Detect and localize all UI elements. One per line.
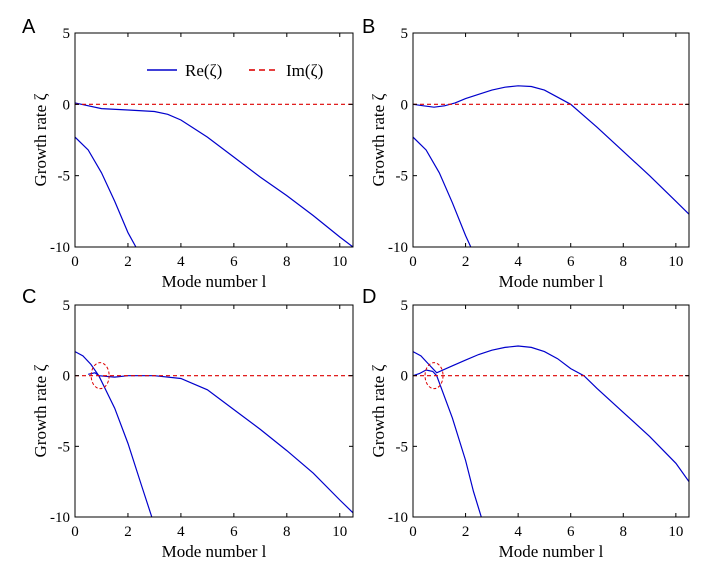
x-tick-label: 6 xyxy=(567,254,575,270)
x-tick-label: 10 xyxy=(668,524,683,540)
y-tick-label: 0 xyxy=(63,369,71,385)
y-tick-label: -10 xyxy=(50,510,70,526)
axes-frame xyxy=(74,32,354,248)
y-tick-label: -10 xyxy=(388,240,408,256)
y-tick-label: -5 xyxy=(58,169,71,185)
series-re-line xyxy=(413,85,689,215)
x-tick-label: 8 xyxy=(620,254,628,270)
series-re-line xyxy=(75,351,353,514)
y-axis-label: Growth rate ζ xyxy=(369,365,388,458)
legend-re-label: Re(ζ) xyxy=(185,61,222,80)
x-tick-label: 8 xyxy=(620,524,628,540)
y-tick-label: 0 xyxy=(401,97,409,113)
x-tick-label: 4 xyxy=(514,524,522,540)
panel-c: 0 2 4 6 8 10 5 0 -5 -10 Mode number l Growth rate ζ… xyxy=(22,286,354,561)
y-tick-label: 5 xyxy=(63,26,71,42)
y-axis-label: Growth rate ζ xyxy=(31,365,50,458)
x-axis-label: Mode number l xyxy=(499,272,604,291)
panel-a: 0 2 4 6 8 10 5 0 -5 -10 Mode number l Growth rate ζ… xyxy=(22,16,354,291)
axes-frame xyxy=(412,304,690,518)
x-tick-label: 10 xyxy=(332,254,347,270)
y-tick-label: -5 xyxy=(396,439,409,455)
annotation-circle xyxy=(90,362,110,390)
series-re-line xyxy=(88,372,100,377)
series-re-line xyxy=(75,136,137,247)
annotation-circle xyxy=(424,362,444,390)
axes-frame xyxy=(74,304,354,518)
x-tick-label: 2 xyxy=(462,524,470,540)
x-tick-label: 2 xyxy=(124,524,132,540)
x-tick-label: 4 xyxy=(177,254,185,270)
series-re-line xyxy=(436,375,482,517)
panel-b: 0 2 4 6 8 10 5 0 -5 -10 Mode number l Growth rate ζ… xyxy=(362,16,690,291)
x-tick-label: 4 xyxy=(177,524,185,540)
x-tick-label: 0 xyxy=(409,254,417,270)
x-tick-label: 10 xyxy=(332,524,347,540)
x-tick-label: 4 xyxy=(514,254,522,270)
x-tick-label: 0 xyxy=(71,254,79,270)
panel-label: A xyxy=(22,16,36,38)
panel-label: C xyxy=(22,286,36,308)
y-tick-label: -5 xyxy=(396,169,409,185)
x-tick-label: 10 xyxy=(668,254,683,270)
x-tick-label: 8 xyxy=(283,524,291,540)
x-tick-label: 6 xyxy=(230,524,238,540)
y-axis-label: Growth rate ζ xyxy=(369,94,388,187)
x-axis-label: Mode number l xyxy=(162,542,267,561)
x-axis-label: Mode number l xyxy=(162,272,267,291)
y-tick-label: -10 xyxy=(388,510,408,526)
x-tick-label: 0 xyxy=(409,524,417,540)
x-tick-label: 8 xyxy=(283,254,291,270)
x-tick-label: 0 xyxy=(71,524,79,540)
panel-d: 0 2 4 6 8 10 5 0 -5 -10 Mode number l Growth rate ζ… xyxy=(362,286,690,561)
x-axis-label: Mode number l xyxy=(499,542,604,561)
y-tick-label: 5 xyxy=(401,298,409,314)
x-tick-label: 2 xyxy=(124,254,132,270)
y-tick-label: 5 xyxy=(401,26,409,42)
series-re-line xyxy=(75,102,353,247)
x-tick-label: 2 xyxy=(462,254,470,270)
y-tick-label: 0 xyxy=(63,97,71,113)
x-tick-label: 6 xyxy=(230,254,238,270)
axes-frame xyxy=(412,32,690,248)
panel-label: D xyxy=(362,286,376,308)
legend-im-label: Im(ζ) xyxy=(286,61,323,80)
y-tick-label: -10 xyxy=(50,240,70,256)
x-tick-label: 6 xyxy=(567,524,575,540)
y-tick-label: 0 xyxy=(401,369,409,385)
y-tick-label: -5 xyxy=(58,439,71,455)
y-axis-label: Growth rate ζ xyxy=(31,94,50,187)
panel-label: B xyxy=(362,16,375,38)
series-re-line xyxy=(98,375,153,517)
series-re-line xyxy=(413,136,472,247)
series-re-line xyxy=(413,345,689,483)
y-tick-label: 5 xyxy=(63,298,71,314)
